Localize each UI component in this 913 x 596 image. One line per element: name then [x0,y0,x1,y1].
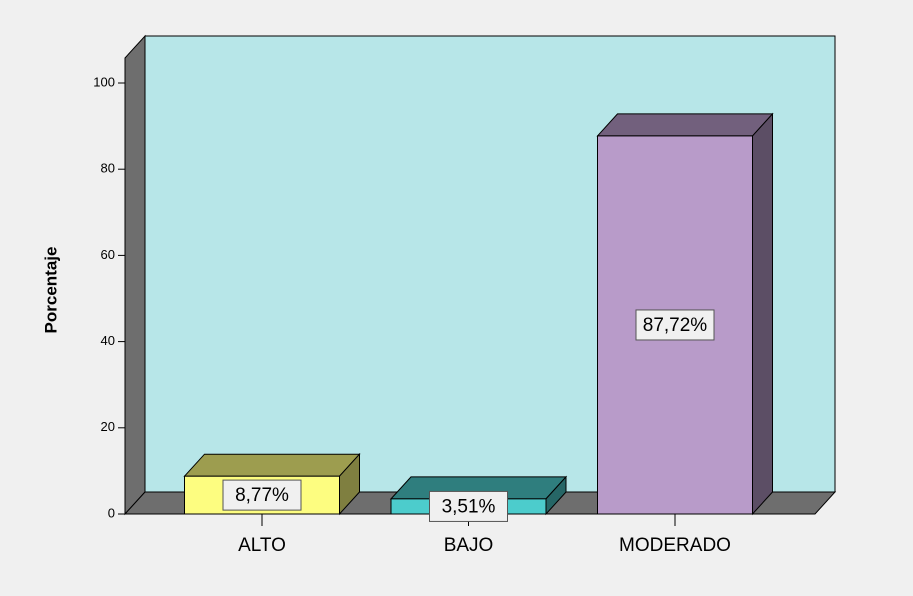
y-tick-label: 0 [108,505,115,520]
x-tick-label: BAJO [444,535,494,556]
y-tick-label: 60 [101,247,115,262]
y-tick-label: 80 [101,161,115,176]
y-tick-label: 20 [101,419,115,434]
bar-side [752,112,773,516]
x-tick-label: ALTO [238,535,286,556]
bar-top [183,453,361,477]
y-tick-label: 100 [93,74,115,89]
value-label-box [635,309,715,341]
y-tick-label: 40 [101,333,115,348]
bar-top [596,113,774,137]
x-tick-label: MODERADO [619,535,731,556]
value-label-box [222,479,302,511]
value-label: 87,72% [643,315,708,336]
value-label-box [429,490,508,522]
y-axis-label: Porcentaje [41,247,60,334]
value-label: 8,77% [235,485,289,506]
side-wall [124,34,146,516]
value-label: 3,51% [442,496,496,517]
